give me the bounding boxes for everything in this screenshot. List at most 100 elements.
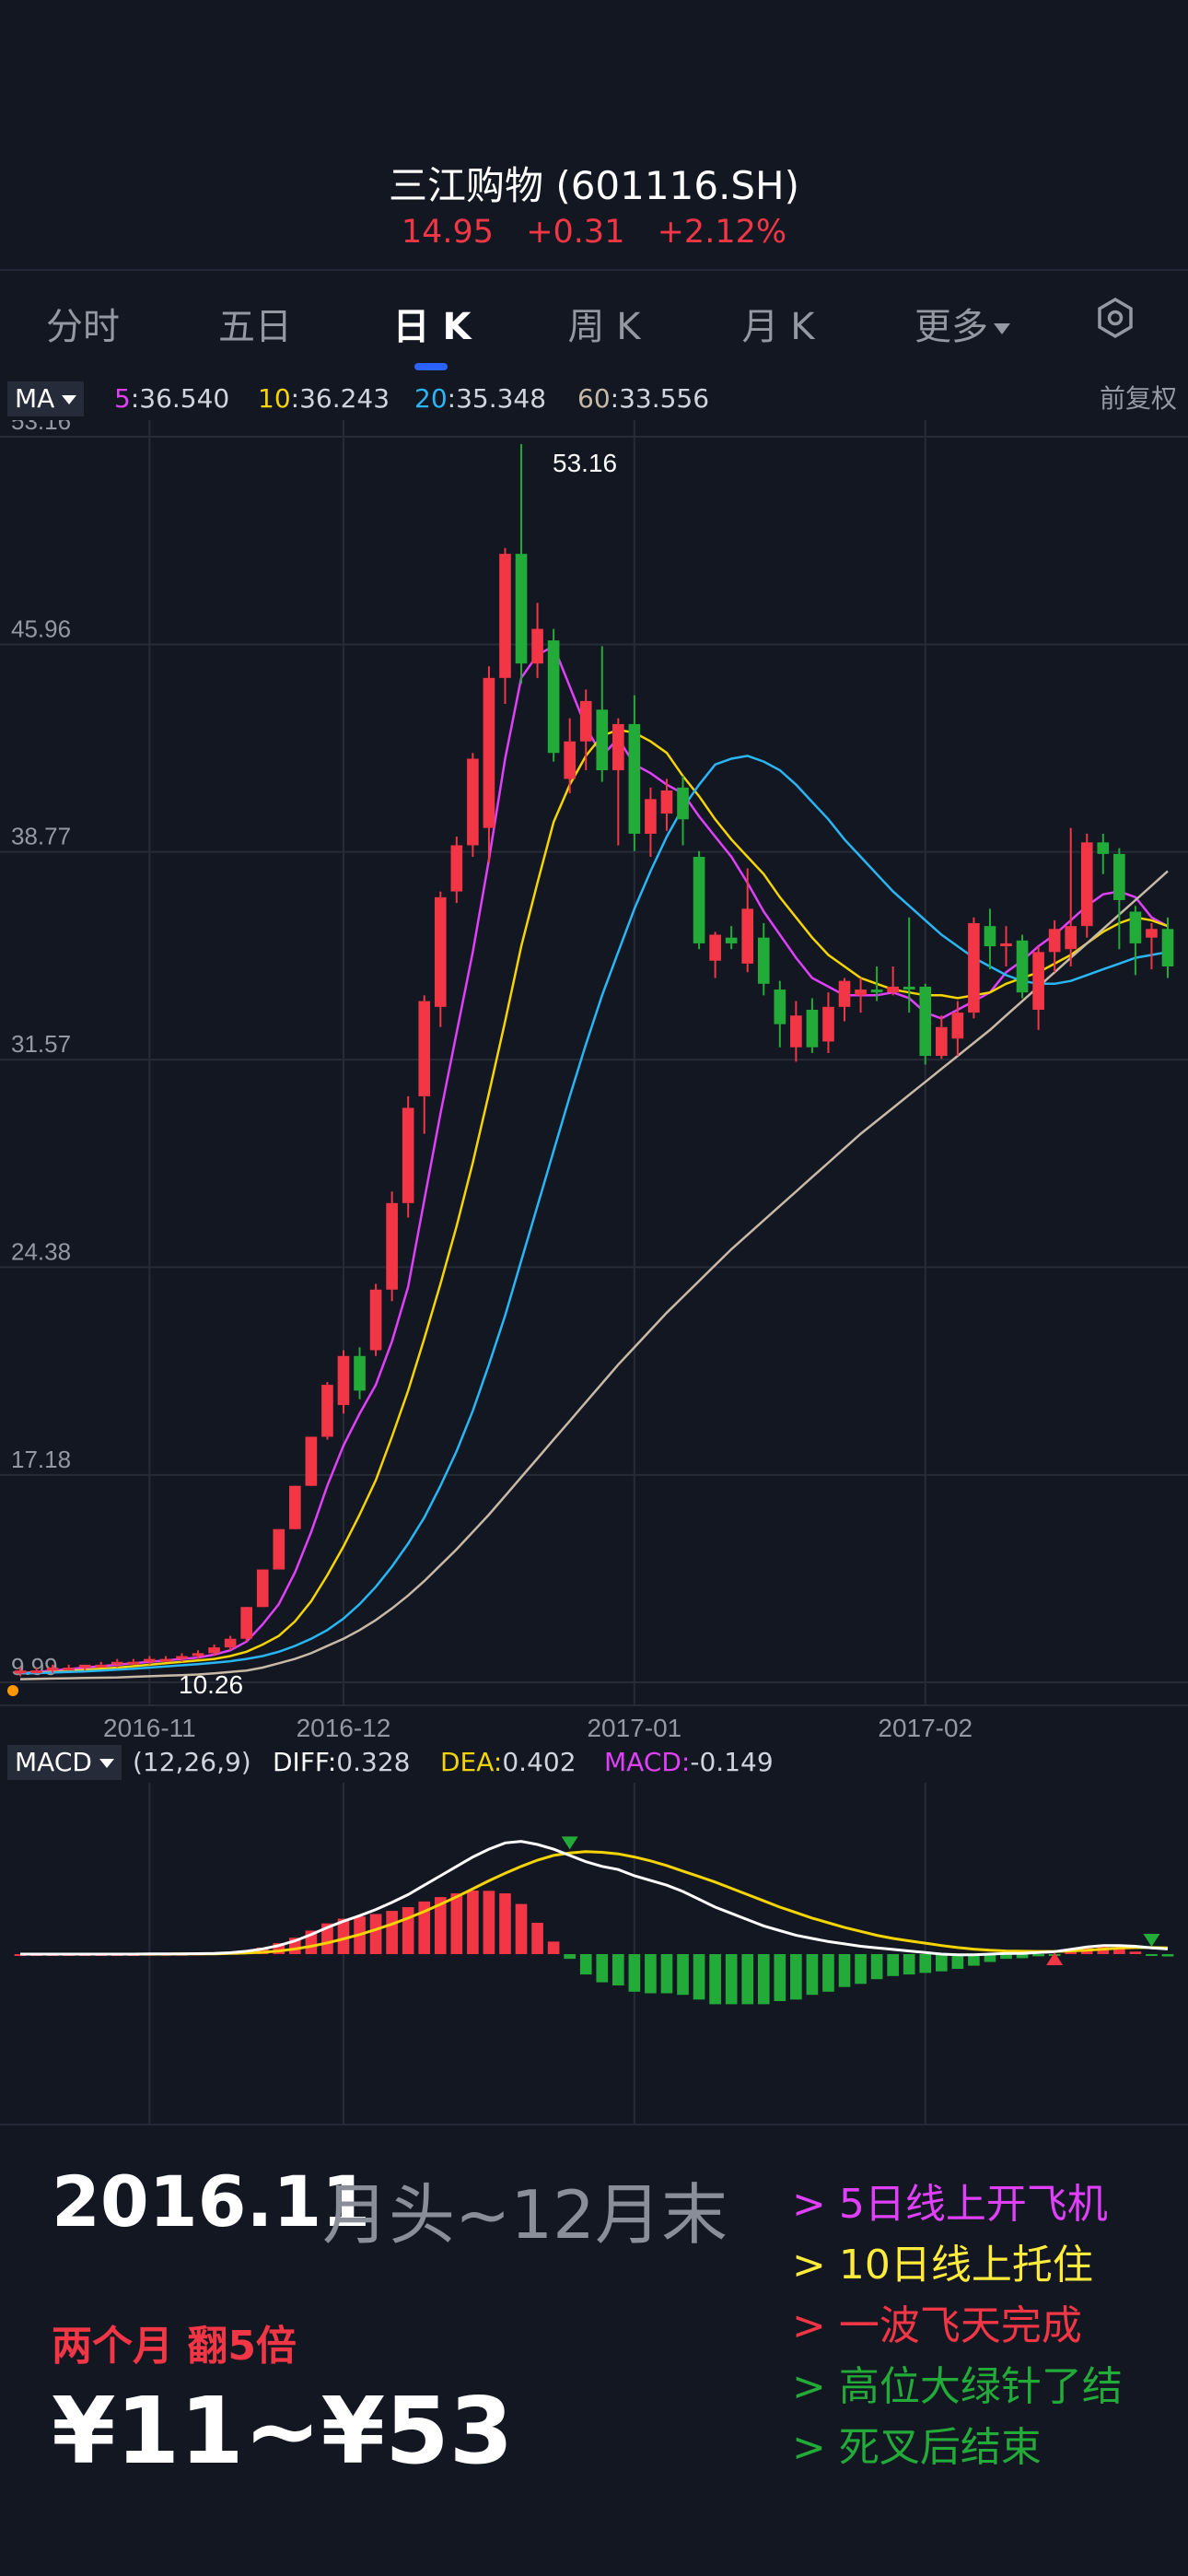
candle-up — [224, 1635, 237, 1651]
note-1: > 5日线上开飞机 — [792, 2181, 1108, 2228]
caret-down-icon — [99, 1759, 114, 1768]
candle-body — [354, 1355, 366, 1391]
hexagon-settings-icon[interactable] — [1094, 297, 1136, 339]
macd-params: (12,26,9) — [133, 1747, 251, 1777]
macd-bar-up — [450, 1893, 463, 1954]
candle-body — [46, 1668, 59, 1671]
macd-bar-down — [984, 1954, 996, 1962]
candle-body — [579, 700, 592, 742]
candle-up — [790, 1001, 802, 1062]
candle-down — [903, 917, 915, 1013]
candle-body — [1048, 929, 1061, 953]
y-tick-label: 24.38 — [11, 1237, 71, 1265]
adjust-mode-button[interactable]: 前复权 — [1099, 383, 1177, 414]
candle-body — [386, 1202, 398, 1290]
x-axis-labels: 2016-11 2016-12 2017-01 2017-02 — [103, 1714, 973, 1742]
candle-down — [354, 1347, 366, 1399]
macd-bar-up — [483, 1891, 495, 1954]
tab-more-label: 更多 — [914, 306, 988, 348]
candle-down — [1016, 934, 1029, 999]
candle-up — [483, 666, 495, 863]
candle-body — [1161, 929, 1174, 966]
candle-up — [434, 891, 447, 1027]
candle-down — [1097, 833, 1110, 874]
dea-readout: DEA:0.402 — [440, 1742, 577, 1783]
note-2: > 10日线上托住 — [792, 2242, 1093, 2289]
candle-body — [564, 741, 576, 779]
tab-daily-k[interactable]: 日 K — [392, 306, 472, 348]
candle-body — [838, 980, 851, 1007]
macd-readout: MACD:-0.149 — [604, 1742, 774, 1783]
candle-body — [935, 1026, 948, 1057]
candle-up — [499, 547, 511, 705]
candle-body — [531, 628, 543, 664]
candle-body — [790, 1015, 802, 1048]
macd-lines — [20, 1840, 1169, 1957]
candle-body — [1065, 926, 1077, 950]
ma60-period: 60 — [577, 383, 611, 414]
candle-up — [935, 1015, 948, 1060]
candle-up — [192, 1650, 204, 1659]
candlestick-chart[interactable]: 53.16 45.96 38.77 31.57 24.38 17.18 9.99 2016-1… — [0, 420, 1188, 1742]
candle-body — [822, 1006, 834, 1042]
candle-up — [30, 1668, 42, 1674]
active-tab-indicator — [414, 363, 448, 370]
candle-up — [838, 978, 851, 1022]
candle-body — [434, 896, 447, 1007]
candle-body — [757, 937, 770, 984]
max-price-label: 53.16 — [553, 449, 617, 477]
price-range: ¥11~¥53 — [52, 2377, 514, 2485]
period-tabs: 分时 五日 日 K 周 K 月 K 更多 — [0, 271, 1188, 372]
period-year-month: 2016.11 — [52, 2160, 371, 2242]
macd-tag-label: MACD — [15, 1747, 92, 1777]
macd-bar-down — [903, 1954, 915, 1975]
candle-body — [693, 856, 705, 943]
candle-up — [822, 992, 834, 1053]
ma-selector[interactable]: MA — [7, 381, 85, 416]
note-3: > 一波飞天完成 — [792, 2302, 1082, 2349]
diff-readout: DIFF:0.328 — [273, 1742, 410, 1783]
min-marker — [7, 1685, 18, 1696]
candle-up — [144, 1656, 156, 1665]
gain-summary: 两个月 翻5倍 — [52, 2323, 297, 2370]
candle-body — [741, 908, 754, 964]
tab-five-day[interactable]: 五日 — [218, 306, 292, 348]
candle-up — [127, 1658, 140, 1665]
candle-up — [240, 1607, 253, 1642]
candle-body — [1000, 943, 1012, 947]
tab-more[interactable]: 更多 — [889, 297, 1036, 350]
candle-down — [596, 646, 609, 782]
candle-down — [757, 923, 770, 996]
ma20-value: 35.348 — [456, 383, 547, 414]
candle-up — [46, 1664, 59, 1674]
macd-chart[interactable] — [0, 1783, 1188, 2124]
candle-body — [677, 787, 689, 820]
grid-lines — [0, 420, 1188, 1706]
ma5-period: 5 — [114, 383, 131, 414]
macd-bar-down — [660, 1954, 673, 1994]
y-tick-label: 31.57 — [11, 1030, 71, 1058]
tab-monthly-k[interactable]: 月 K — [741, 306, 815, 348]
candle-up — [1032, 946, 1044, 1030]
tab-weekly-k[interactable]: 周 K — [567, 306, 641, 348]
tab-intraday[interactable]: 分时 — [46, 306, 120, 348]
candle-up — [531, 603, 543, 678]
macd-bar-up — [531, 1923, 543, 1954]
macd-bar-up — [369, 1914, 382, 1954]
candle-up — [402, 1095, 414, 1218]
candle-up — [887, 966, 899, 996]
candle-body — [337, 1355, 350, 1406]
macd-indicator-bar: MACD (12,26,9) DIFF:0.328 DEA:0.402 MACD… — [0, 1742, 1188, 1783]
macd-bar-up — [467, 1890, 479, 1954]
macd-selector[interactable]: MACD — [7, 1745, 122, 1780]
macd-label: MACD: — [604, 1747, 691, 1777]
candle-body — [1016, 940, 1029, 993]
macd-bar-down — [1032, 1954, 1044, 1957]
min-price-label: 10.26 — [179, 1670, 243, 1699]
candle-body — [483, 677, 495, 828]
candle-body — [1146, 929, 1158, 938]
ma-indicator-bar: MA 5:36.540 10:36.243 20:35.348 60:33.55… — [0, 379, 1188, 419]
macd-bar-down — [645, 1954, 657, 1994]
candle-up — [305, 1436, 318, 1486]
